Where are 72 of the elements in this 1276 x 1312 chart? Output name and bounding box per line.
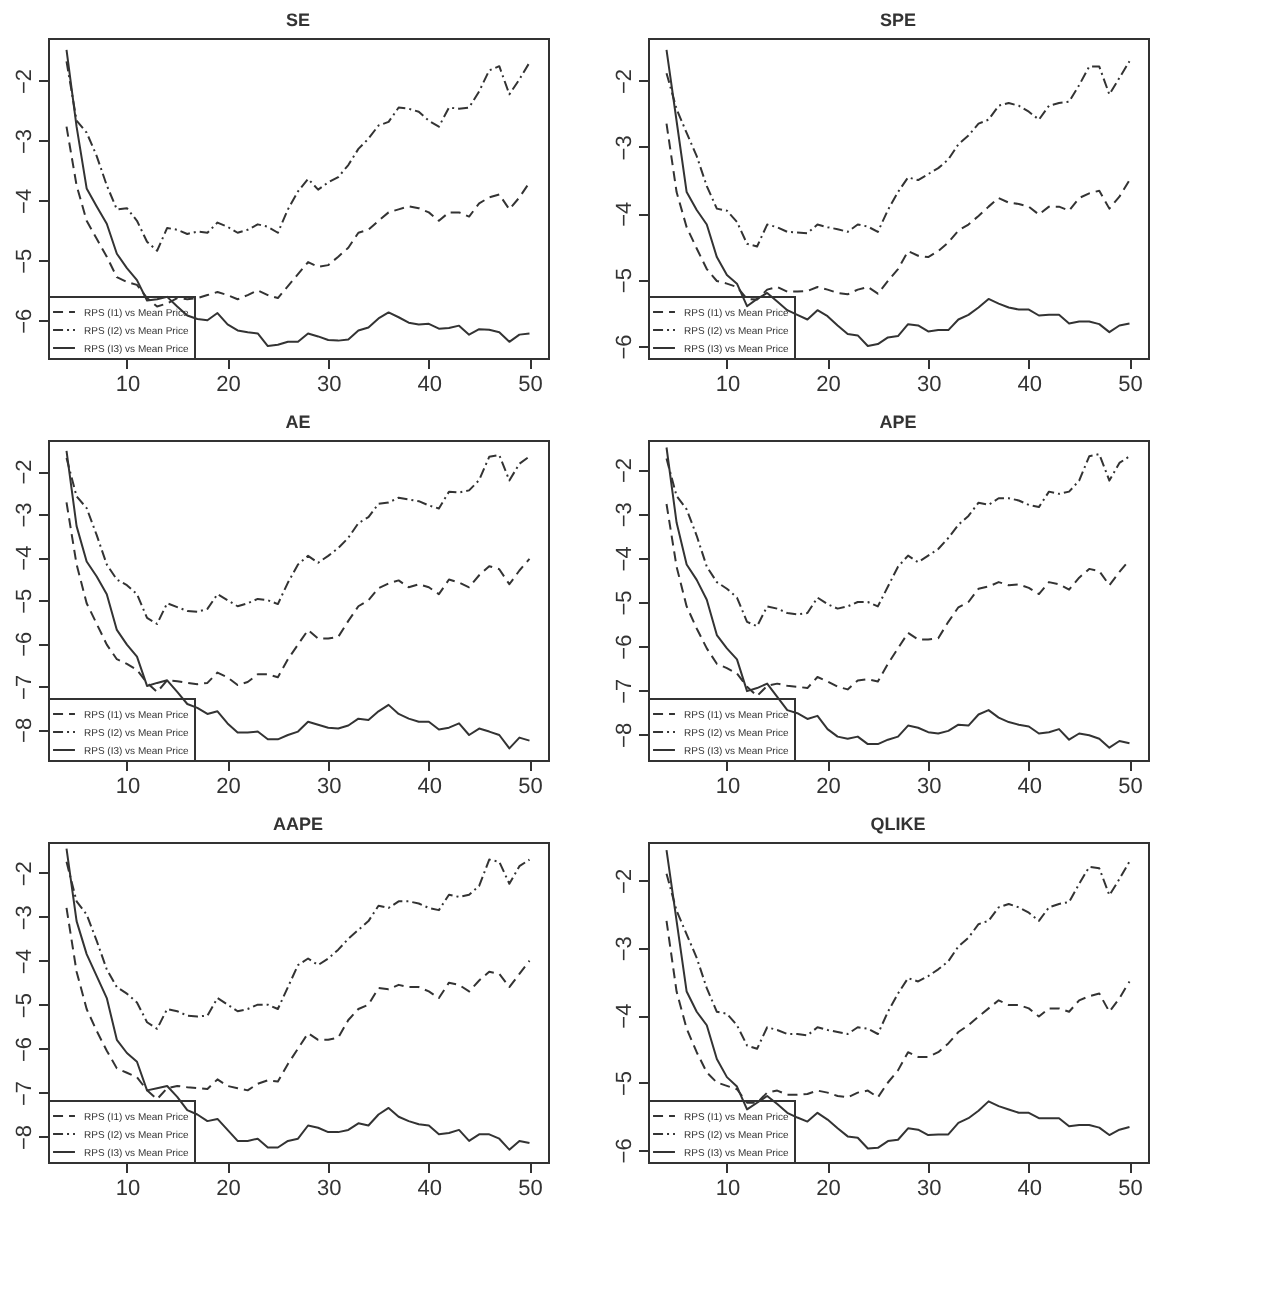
y-tick-label: −4 [13,545,37,571]
chart-title: SPE [879,10,917,30]
y-tick-label: −3 [13,128,37,155]
y-tick-label: −6 [13,1037,37,1063]
y-tick-label: −4 [613,1003,637,1029]
y-tick-label: −5 [613,268,637,294]
x-tick-label: 30 [916,775,942,799]
y-tick-label: −2 [13,861,37,887]
chart-title: SE [285,10,311,30]
x-tick-label: 50 [518,373,543,397]
y-tick-label: −3 [13,502,37,528]
y-tick-label: −5 [613,1070,637,1097]
x-tick-label: 50 [518,1177,543,1201]
y-tick-label: −4 [13,949,37,975]
chart-title: APE [879,412,917,432]
x-tick-label: 20 [816,373,841,397]
y-tick-label: −6 [613,634,637,660]
y-tick-label: −6 [613,334,637,360]
y-tick-label: −3 [613,135,637,161]
y-tick-label: −7 [13,1081,37,1107]
y-tick-label: −2 [613,68,637,95]
y-tick-label: −5 [13,588,37,614]
x-tick-label: 40 [417,775,443,799]
x-tick-label: 50 [1118,1177,1143,1201]
x-tick-label: 20 [216,1177,241,1201]
x-tick-label: 10 [115,373,141,397]
x-tick-label: 30 [916,1177,942,1201]
y-tick-label: −3 [13,905,37,931]
y-tick-label: −8 [613,722,637,748]
y-tick-label: −3 [613,502,637,528]
y-tick-label: −6 [613,1138,637,1164]
y-tick-label: −4 [13,188,37,214]
x-tick-label: 10 [115,775,141,799]
y-tick-label: −5 [13,248,37,274]
x-tick-label: 50 [1118,775,1143,799]
x-tick-label: 20 [216,373,241,397]
y-tick-label: −3 [613,936,637,962]
x-tick-label: 40 [417,373,443,397]
chart-title: AAPE [272,814,324,834]
x-tick-label: 30 [316,775,342,799]
y-tick-label: −8 [13,1124,37,1151]
y-tick-label: −7 [13,674,37,700]
y-tick-label: −2 [613,458,637,484]
y-tick-label: −6 [13,308,37,334]
x-tick-label: 10 [115,1177,141,1201]
x-tick-label: 30 [916,373,942,397]
x-tick-label: 40 [417,1177,443,1201]
x-tick-label: 10 [715,373,741,397]
x-tick-label: 10 [715,775,741,799]
y-tick-label: −4 [613,201,637,227]
x-tick-label: 50 [1118,373,1143,397]
x-tick-label: 20 [816,1177,841,1201]
y-tick-label: −8 [13,717,37,743]
x-tick-label: 10 [715,1177,741,1201]
x-tick-label: 40 [1017,775,1043,799]
x-tick-label: 20 [816,775,841,799]
chart-title: QLIKE [870,814,926,834]
y-tick-label: −5 [613,590,637,616]
x-tick-label: 40 [1017,1177,1043,1201]
y-tick-label: −5 [13,993,37,1019]
y-tick-label: −2 [613,868,637,894]
chart-title: AE [285,412,311,432]
y-tick-label: −7 [613,678,637,704]
y-tick-label: −6 [13,631,37,657]
y-tick-label: −2 [13,69,37,95]
y-tick-label: −2 [13,459,37,485]
x-tick-label: 20 [216,775,241,799]
x-tick-label: 50 [518,775,543,799]
x-tick-label: 30 [316,373,342,397]
y-tick-label: −4 [613,546,637,572]
x-tick-label: 40 [1017,373,1043,397]
x-tick-label: 30 [316,1177,342,1201]
